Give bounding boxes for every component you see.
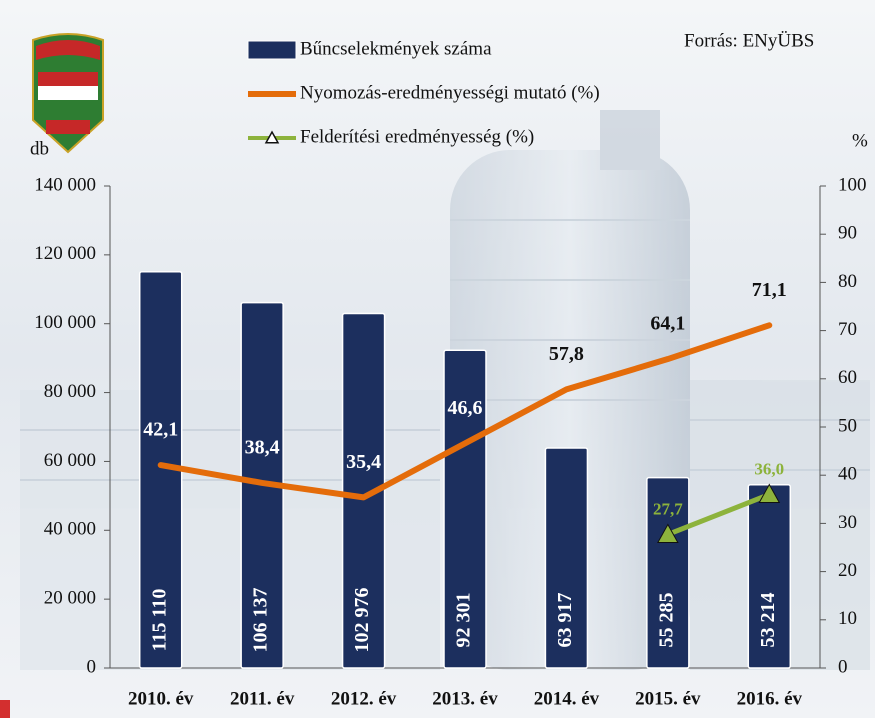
bar-value-label: 102 976	[351, 588, 373, 653]
legend-label: Bűncselekmények száma	[300, 38, 492, 59]
bar-value-label: 106 137	[250, 588, 272, 653]
y-tick-label: 120 000	[34, 243, 96, 264]
x-tick-label: 2013. év	[432, 688, 498, 709]
line-value-label: 42,1	[143, 419, 178, 441]
bar	[341, 312, 386, 669]
bar-value-label: 92 301	[453, 593, 475, 648]
line-value-label: 36,0	[754, 459, 784, 478]
corner-mark	[0, 700, 10, 718]
line-value-label: 38,4	[245, 437, 280, 459]
legend-swatch	[247, 40, 297, 60]
line	[157, 322, 773, 501]
x-tick-label: 2012. év	[331, 688, 397, 709]
y2-tick-label: 90	[838, 223, 857, 244]
y2-tick-label: 0	[838, 656, 848, 677]
bar-value-label: 63 917	[554, 593, 576, 648]
bar-value-label: 53 214	[757, 593, 779, 648]
y-tick-label: 60 000	[44, 450, 96, 471]
source: Forrás: ENyÜBS	[684, 30, 814, 51]
y-tick-label: 20 000	[44, 588, 96, 609]
y-tick-label: 0	[87, 656, 97, 677]
line-value-label: 64,1	[650, 313, 685, 335]
line-value-label: 71,1	[752, 279, 787, 301]
line	[665, 491, 772, 537]
legend-label: Nyomozás-eredményességi mutató (%)	[300, 82, 600, 103]
police-logo	[32, 33, 104, 154]
y2-tick-label: 20	[838, 560, 857, 581]
y2-tick-label: 10	[838, 608, 857, 629]
x-tick-label: 2014. év	[534, 688, 600, 709]
marker	[758, 483, 781, 503]
y-axis-label: db	[30, 138, 49, 159]
marker	[657, 523, 679, 543]
x-tick-label: 2015. év	[635, 688, 701, 709]
x-tick-label: 2011. év	[230, 688, 295, 709]
bar-value-label: 115 110	[148, 589, 170, 652]
legend-marker	[264, 130, 280, 144]
x-tick-label: 2016. év	[737, 688, 803, 709]
line-value-label: 57,8	[549, 343, 584, 365]
bar	[646, 476, 690, 669]
line-value-label: 35,4	[346, 451, 381, 473]
y2-tick-label: 60	[838, 367, 857, 388]
y2-tick-label: 50	[838, 415, 857, 436]
y2-tick-label: 80	[838, 271, 857, 292]
y-tick-label: 80 000	[44, 381, 96, 402]
x-tick-label: 2010. év	[128, 688, 194, 709]
y2-tick-label: 70	[838, 319, 857, 340]
bar	[544, 447, 589, 669]
y2-axis-label: %	[852, 130, 868, 151]
line-value-label: 27,7	[653, 499, 683, 518]
y2-tick-label: 100	[838, 174, 867, 195]
bar-value-label: 55 285	[655, 593, 677, 648]
y2-tick-label: 40	[838, 464, 857, 485]
legend-label: Felderítési eredményesség (%)	[300, 126, 534, 147]
line-value-label: 46,6	[448, 397, 483, 419]
y-tick-label: 40 000	[44, 519, 96, 540]
y-tick-label: 100 000	[34, 312, 96, 333]
bar	[443, 349, 487, 669]
y-tick-label: 140 000	[34, 174, 96, 195]
y2-tick-label: 30	[838, 512, 857, 533]
